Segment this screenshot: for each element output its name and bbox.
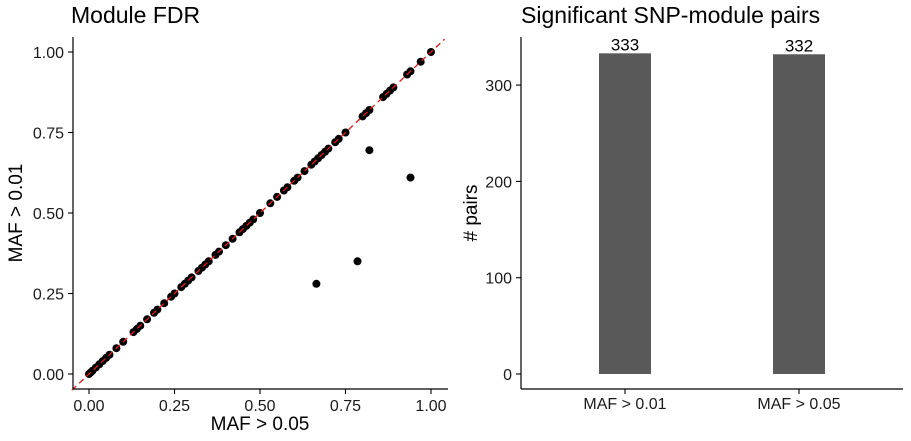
scatter-y-tick-label: 0.50 [33,206,64,223]
scatter-x-ticks: 0.00 0.25 0.50 0.75 1.00 [73,389,447,415]
scatter-x-tick-label: 0.00 [73,398,104,415]
bar-y-axis-title: # pairs [461,184,482,241]
scatter-point [312,279,321,288]
bar-y-tick-label: 100 [485,271,512,288]
bar-data-label: 333 [611,35,639,54]
scatter-y-ticks: 0.00 0.25 0.50 0.75 1.00 [33,45,73,384]
scatter-plot-area [71,38,446,391]
scatter-y-axis-title: MAF > 0.01 [6,164,27,263]
scatter-y-tick-label: 0.00 [33,367,64,384]
scatter-panel: Module FDR 0.00 0.25 0.50 0.75 1.00 0.00 0.25… [6,2,448,435]
scatter-x-tick-label: 0.50 [244,398,275,415]
bar-panel: Significant SNP-module pairs 333 332 MAF … [461,2,903,413]
bar-y-tick-label: 200 [485,174,512,191]
scatter-y-tick-label: 1.00 [33,45,64,62]
bar-plot-area: 333 332 [599,35,825,375]
bar-data-label: 332 [785,36,813,55]
scatter-point [353,257,362,266]
bar-x-tick-label: MAF > 0.01 [583,396,666,413]
scatter-x-tick-label: 1.00 [415,398,446,415]
scatter-point [365,146,374,155]
scatter-title: Module FDR [71,2,200,28]
scatter-y-tick-label: 0.75 [33,126,64,143]
scatter-x-tick-label: 0.75 [330,398,361,415]
bar-x-tick-label: MAF > 0.05 [757,396,840,413]
bar [773,54,825,375]
bar [599,53,651,375]
bar-y-ticks: 0 100 200 300 [485,78,521,384]
bar-title: Significant SNP-module pairs [521,2,820,28]
scatter-point [406,173,415,182]
bar-y-tick-label: 0 [503,367,512,384]
scatter-x-tick-label: 0.25 [159,398,190,415]
reference-line-identity [71,38,446,391]
scatter-x-axis-title: MAF > 0.05 [211,414,310,435]
scatter-y-tick-label: 0.25 [33,287,64,304]
bar-y-tick-label: 300 [485,78,512,95]
bar-x-ticks: MAF > 0.01 MAF > 0.05 [583,389,841,413]
